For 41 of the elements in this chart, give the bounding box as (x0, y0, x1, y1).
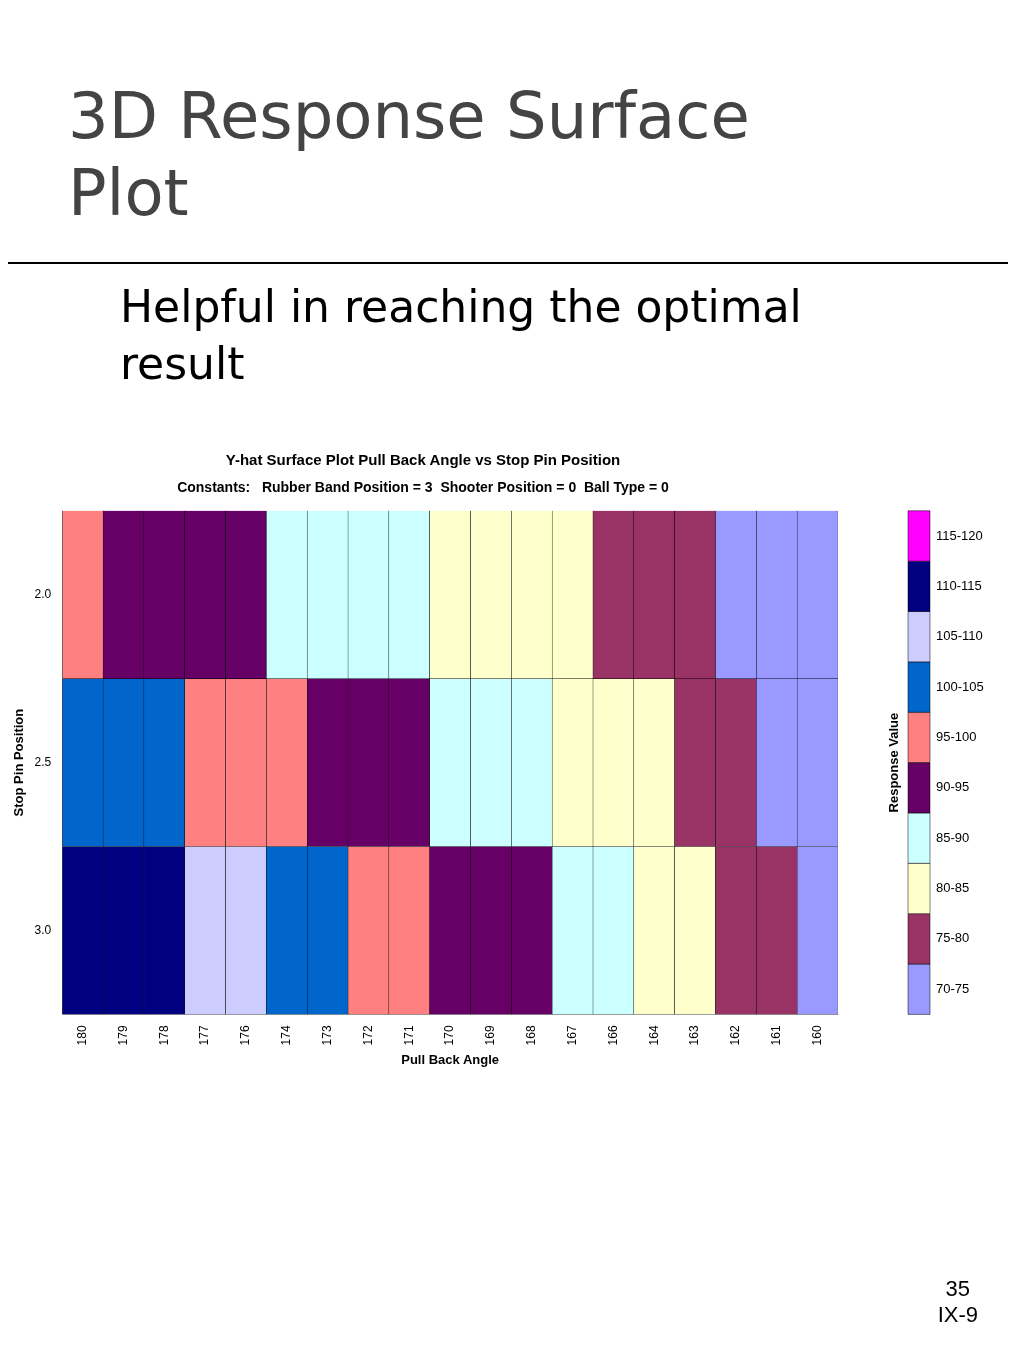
color-bar-label: 100-105 (936, 678, 984, 694)
x-axis-title: Pull Back Angle (401, 1051, 500, 1067)
x-tick-label: 167 (564, 1025, 579, 1046)
x-tick-label: 177 (197, 1025, 212, 1046)
color-bar-label: 95-100 (936, 728, 977, 744)
color-bar-label: 115-120 (936, 527, 983, 543)
color-bar-label: 75-80 (936, 930, 970, 946)
x-tick-label: 163 (687, 1025, 702, 1046)
y-tick-label: 2.0 (34, 587, 52, 602)
x-tick-label: 180 (75, 1025, 90, 1046)
x-tick-label: 176 (238, 1025, 253, 1046)
text: IX-9 (937, 1302, 978, 1328)
x-tick-label: 162 (728, 1025, 743, 1046)
x-tick-label: 173 (319, 1025, 334, 1046)
x-tick-label: 178 (156, 1025, 171, 1046)
y-tick-label: 3.0 (34, 922, 52, 937)
text: Helpful in reaching the optimal result (119, 279, 803, 391)
x-tick-label: 161 (769, 1025, 784, 1046)
x-tick-label: 174 (279, 1025, 294, 1046)
x-tick-label: 164 (646, 1025, 661, 1046)
color-bar-label: 105-110 (936, 628, 983, 644)
text: 3D Response Surface Plot (67, 78, 751, 232)
x-tick-label: 171 (401, 1025, 416, 1046)
chart-subtitle: Constants: Rubber Band Position = 3 Shooter Position = 0 Ball Type = 0 (177, 479, 670, 496)
x-tick-label: 166 (605, 1025, 620, 1046)
color-bar-label: 70-75 (936, 980, 970, 996)
color-bar-title: Response Value (885, 712, 901, 813)
y-axis-title: Stop Pin Position (11, 708, 27, 817)
x-tick-label: 160 (809, 1025, 824, 1046)
y-tick-label: 2.5 (34, 754, 52, 769)
x-tick-label: 168 (524, 1025, 539, 1046)
x-tick-label: 172 (360, 1025, 375, 1046)
chart-title: Y-hat Surface Plot Pull Back Angle vs Stop Pin Position (225, 451, 621, 469)
color-bar-label: 110-115 (936, 577, 982, 593)
color-bar-label: 80-85 (936, 880, 970, 896)
color-bar-label: 90-95 (936, 779, 970, 795)
x-tick-label: 170 (442, 1025, 457, 1046)
x-tick-label: 169 (483, 1025, 498, 1046)
x-tick-label: 179 (115, 1025, 130, 1046)
text: 35 (944, 1276, 972, 1302)
color-bar-label: 85-90 (936, 829, 970, 845)
